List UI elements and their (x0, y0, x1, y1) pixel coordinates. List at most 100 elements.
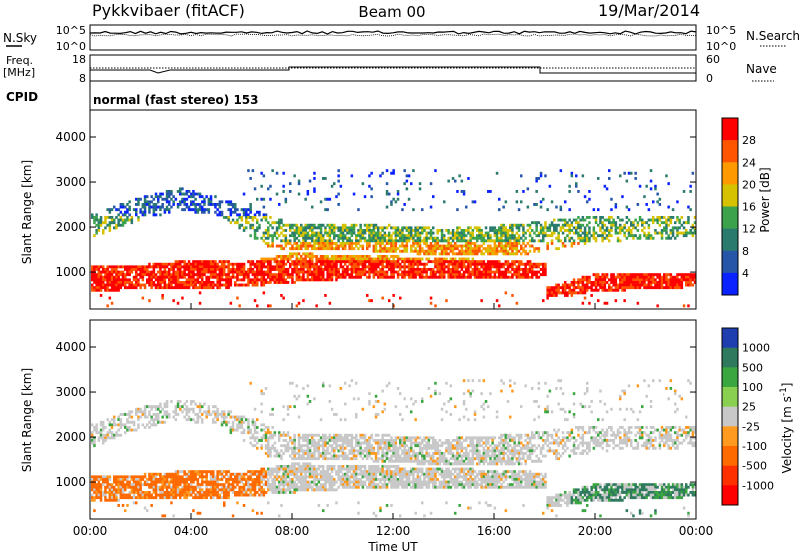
scatter-cell (253, 275, 257, 279)
scatter-cell (399, 262, 402, 266)
colorbar-segment (722, 162, 738, 185)
scatter-cell (117, 286, 120, 290)
scatter-cell (407, 265, 411, 269)
scatter-cell (148, 270, 151, 274)
scatter-cell (242, 488, 246, 492)
scatter-cell (381, 268, 384, 271)
scatter-cell (260, 475, 263, 479)
scatter-cell (476, 265, 479, 269)
scatter-cell (159, 496, 162, 500)
scatter-cell (671, 286, 675, 290)
scatter-cell (201, 420, 204, 424)
scatter-cell (372, 236, 376, 240)
scatter-cell (251, 483, 255, 487)
scatter-cell (665, 273, 668, 277)
scatter-cell (478, 236, 481, 240)
scatter-cell (337, 236, 340, 240)
scatter-cell (528, 275, 532, 279)
scatter-cell (216, 493, 219, 497)
scatter-cell (414, 275, 417, 279)
scatter-cell (357, 229, 360, 232)
scatter-cell (181, 187, 184, 191)
scatter-cell (161, 491, 164, 494)
scatter-cell (115, 288, 118, 292)
scatter-cell (432, 260, 435, 264)
scatter-cell (245, 472, 248, 476)
scatter-cell (159, 420, 162, 424)
scatter-cell (225, 260, 228, 264)
scatter-cell (326, 234, 329, 238)
scatter-cell (643, 195, 646, 199)
scatter-cell (319, 278, 323, 282)
scatter-cell (458, 239, 461, 243)
scatter-cell (344, 273, 347, 277)
scatter-cell (282, 255, 285, 258)
scatter-cell (154, 278, 158, 282)
scatter-cell (216, 475, 219, 479)
scatter-cell (603, 283, 607, 287)
scatter-cell (264, 472, 268, 476)
scatter-cell (625, 275, 629, 279)
scatter-cell (269, 234, 272, 238)
scatter-cell (542, 229, 545, 232)
scatter-cell (132, 423, 136, 427)
scatter-cell (586, 236, 589, 240)
scatter-cell (337, 203, 340, 206)
scatter-cell (443, 236, 446, 240)
scatter-cell (130, 496, 134, 500)
scatter-cell (280, 281, 283, 284)
scatter-cell (467, 239, 470, 243)
scatter-cell (163, 275, 167, 279)
scatter-cell (91, 275, 94, 279)
scatter-cell (511, 262, 514, 266)
scatter-cell (291, 281, 294, 284)
scatter-cell (625, 286, 629, 290)
scatter-cell (423, 270, 426, 274)
scatter-cell (115, 208, 118, 212)
scatter-cell (126, 426, 129, 429)
scatter-cell (344, 262, 347, 266)
scatter-cell (282, 257, 285, 261)
scatter-cell (526, 275, 530, 279)
scatter-cell (187, 493, 191, 497)
scatter-cell (113, 415, 116, 419)
scatter-cell (665, 286, 668, 290)
scatter-cell (652, 273, 655, 277)
scatter-cell (113, 420, 116, 424)
scatter-cell (161, 478, 164, 481)
scatter-cell (225, 491, 228, 494)
scatter-cell (104, 270, 107, 274)
scatter-cell (271, 278, 274, 282)
scatter-cell (220, 470, 224, 474)
colorbar-tick-label: 4 (742, 267, 749, 280)
scatter-cell (542, 231, 545, 235)
scatter-cell (495, 270, 499, 274)
scatter-cell (550, 294, 554, 297)
scatter-cell (515, 260, 519, 264)
scatter-cell (108, 436, 112, 440)
scatter-cell (311, 275, 314, 279)
scatter-cell (502, 239, 505, 243)
scatter-cell (231, 262, 235, 266)
scatter-cell (335, 265, 338, 269)
scatter-cell (526, 260, 530, 264)
scatter-cell (339, 255, 343, 258)
scatter-cell (95, 268, 98, 271)
scatter-cell (102, 270, 105, 274)
scatter-cell (297, 247, 301, 251)
scatter-cell (579, 286, 582, 290)
scatter-cell (493, 239, 497, 243)
scatter-cell (410, 262, 413, 266)
scatter-cell (330, 262, 334, 266)
scatter-cell (434, 242, 437, 245)
scatter-cell (619, 229, 622, 232)
scatter-cell (152, 488, 156, 492)
scatter-cell (247, 423, 250, 427)
scatter-cell (339, 273, 343, 277)
scatter-cell (154, 423, 158, 427)
scatter-cell (352, 223, 356, 227)
scatter-cell (308, 273, 312, 277)
scatter-cell (627, 208, 631, 212)
scatter-cell (137, 218, 140, 222)
scatter-cell (106, 281, 109, 284)
